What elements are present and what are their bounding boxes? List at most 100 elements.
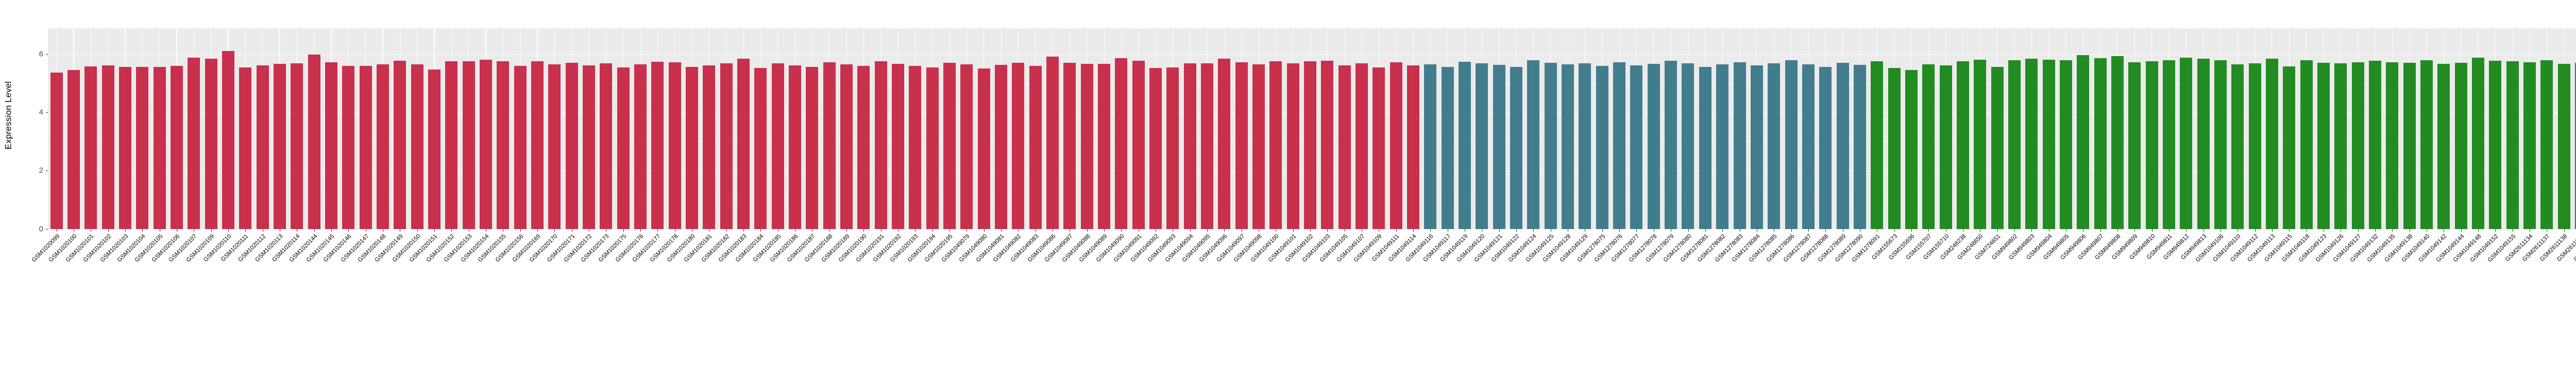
bar[interactable] [342,66,355,229]
bar[interactable] [1029,66,1042,229]
bar[interactable] [101,65,114,229]
bar[interactable] [1269,61,1282,229]
bar[interactable] [222,51,235,229]
bar[interactable] [514,66,527,229]
bar[interactable] [548,64,561,229]
bar[interactable] [617,67,630,229]
bar[interactable] [995,65,1008,229]
bar[interactable] [823,62,836,229]
bar[interactable] [308,54,320,229]
bar[interactable] [583,65,596,229]
bar[interactable] [1750,65,1763,229]
bar[interactable] [1098,63,1111,229]
bar[interactable] [2489,61,2502,229]
bar[interactable] [2214,60,2227,229]
bar[interactable] [1527,60,1540,229]
bar[interactable] [1338,65,1351,229]
bar[interactable] [2283,66,2296,229]
bar[interactable] [2506,61,2519,229]
bar[interactable] [1372,67,1385,229]
bar[interactable] [428,69,441,229]
bar[interactable] [943,62,956,229]
bar[interactable] [634,64,647,229]
bar[interactable] [1579,63,1591,229]
bar[interactable] [205,58,217,229]
bar[interactable] [2042,60,2055,229]
bar[interactable] [686,66,699,229]
bar[interactable] [2128,62,2141,229]
bar[interactable] [359,66,372,229]
bar[interactable] [2317,63,2330,229]
bar[interactable] [703,65,716,229]
bar[interactable] [1716,64,1729,229]
bar[interactable] [1991,66,2004,229]
bar[interactable] [188,58,200,229]
bar[interactable] [445,61,458,229]
bar[interactable] [2403,62,2416,229]
bar[interactable] [737,59,750,229]
bar[interactable] [2557,63,2570,229]
bar[interactable] [2231,64,2244,229]
bar[interactable] [2145,61,2158,229]
bar[interactable] [1459,62,1471,229]
bar[interactable] [1871,61,1884,229]
bar[interactable] [909,65,922,229]
bar[interactable] [1665,61,1677,229]
bar[interactable] [1166,67,1179,229]
bar[interactable] [1235,62,1248,229]
bar[interactable] [874,61,887,229]
bar[interactable] [1493,65,1505,229]
bar[interactable] [1905,69,1918,229]
bar[interactable] [497,61,510,229]
bar[interactable] [1476,63,1488,229]
bar[interactable] [480,60,493,229]
bar[interactable] [2454,62,2467,229]
bar[interactable] [171,65,183,229]
bar[interactable] [84,66,97,229]
bar[interactable] [50,72,63,229]
bar[interactable] [600,63,613,229]
bar[interactable] [1630,65,1643,229]
bar[interactable] [2248,63,2261,229]
bar[interactable] [977,68,990,229]
bar[interactable] [2025,59,2038,229]
bar[interactable] [806,66,819,229]
bar[interactable] [1853,65,1866,229]
bar[interactable] [1201,63,1214,229]
bar[interactable] [1836,62,1849,229]
bar[interactable] [2437,63,2450,229]
bar[interactable] [651,62,664,229]
bar[interactable] [754,67,767,229]
bar[interactable] [2197,58,2210,229]
bar[interactable] [2111,56,2124,229]
bar[interactable] [394,60,406,229]
bar[interactable] [1355,63,1368,229]
bar[interactable] [1922,64,1935,229]
bar[interactable] [2094,58,2107,229]
bar[interactable] [1183,63,1196,229]
bar[interactable] [2077,55,2090,229]
bar[interactable] [2471,57,2484,229]
bar[interactable] [1956,61,1969,229]
bar[interactable] [1733,62,1746,229]
bar[interactable] [2523,62,2536,229]
bar[interactable] [2420,60,2433,229]
bar[interactable] [1888,67,1901,229]
bar[interactable] [2386,62,2399,229]
bar[interactable] [1596,66,1608,229]
bar[interactable] [2574,62,2576,229]
bar[interactable] [2008,60,2021,229]
bar[interactable] [1441,66,1454,229]
bar[interactable] [1939,65,1952,229]
bar[interactable] [1647,63,1660,229]
bar[interactable] [291,63,303,229]
bar[interactable] [771,63,784,229]
bar[interactable] [1149,68,1162,229]
bar[interactable] [136,66,149,229]
bar[interactable] [2300,60,2313,229]
bar[interactable] [1063,62,1076,229]
bar[interactable] [1252,64,1265,229]
bar[interactable] [565,62,578,229]
bar[interactable] [1218,58,1231,229]
bar[interactable] [1802,64,1815,229]
